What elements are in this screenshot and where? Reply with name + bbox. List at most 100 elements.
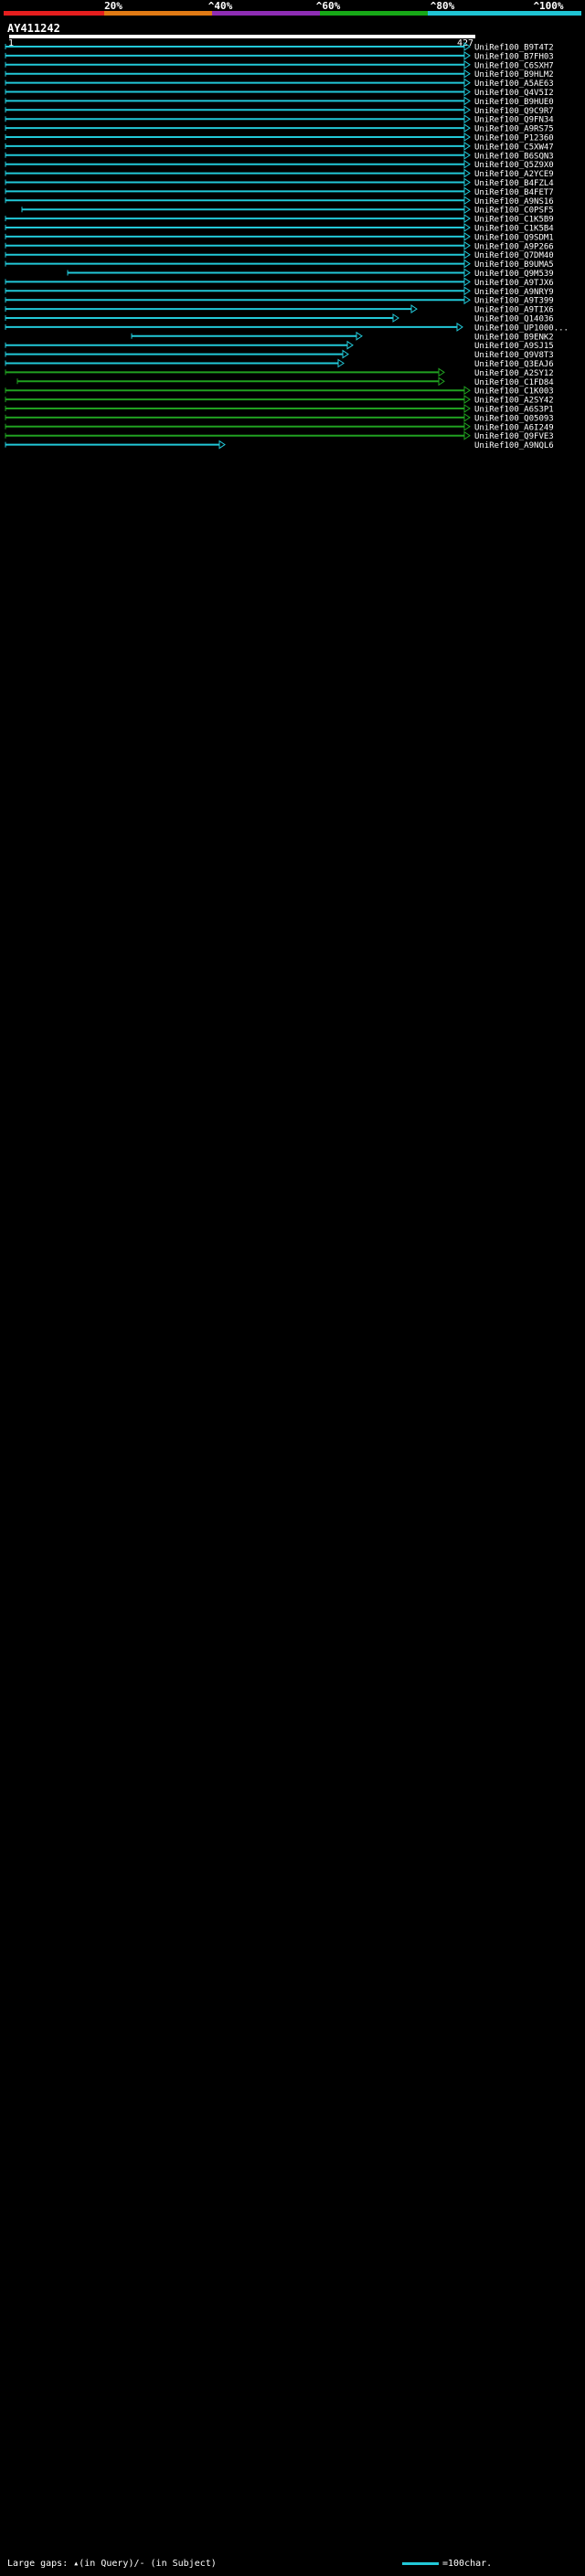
hit-id-link[interactable]: UniRef100_UP1000... (474, 323, 569, 333)
hit-id-link[interactable]: UniRef100_B9ENK2 (474, 333, 554, 342)
hit-row[interactable]: UniRef100_C6SXH7 (5, 59, 554, 71)
hit-arrow-icon (463, 395, 471, 405)
scale-segment-80 (320, 11, 428, 16)
hit-row[interactable]: UniRef100_B9HUE0 (5, 96, 554, 107)
hit-id-link[interactable]: UniRef100_A9T399 (474, 297, 554, 306)
hit-id-link[interactable]: UniRef100_A9NQL6 (474, 441, 554, 451)
hit-row[interactable]: UniRef100_B6SQN3 (5, 150, 554, 162)
hit-id-link[interactable]: UniRef100_Q3EAJ6 (474, 360, 554, 369)
legend-scale-bar (402, 2561, 439, 2565)
hit-id-link[interactable]: UniRef100_A9NS16 (474, 197, 554, 207)
hit-row[interactable]: UniRef100_C1FD84 (16, 376, 554, 387)
hit-row[interactable]: UniRef100_A2YCE9 (5, 168, 554, 180)
hit-row[interactable]: UniRef100_A6S3P1 (5, 404, 554, 415)
hit-arrow-icon (463, 404, 471, 413)
hit-row[interactable]: UniRef100_Q7DM40 (5, 249, 554, 261)
hit-row[interactable]: UniRef100_Q9FN34 (5, 114, 554, 125)
hit-id-link[interactable]: UniRef100_Q9M539 (474, 270, 554, 279)
hit-id-link[interactable]: UniRef100_B4FET7 (474, 188, 554, 197)
hit-id-link[interactable]: UniRef100_A9NRY9 (474, 288, 554, 297)
hit-id-link[interactable]: UniRef100_A6I249 (474, 423, 554, 432)
hit-row[interactable]: UniRef100_Q3EAJ6 (5, 358, 554, 370)
hit-id-link[interactable]: UniRef100_A9RS75 (474, 125, 554, 134)
hit-row[interactable]: UniRef100_Q9FVE3 (5, 430, 554, 442)
hit-row[interactable]: UniRef100_UP1000... (5, 322, 569, 334)
hit-id-link[interactable]: UniRef100_A5AE63 (474, 80, 554, 89)
hit-id-link[interactable]: UniRef100_C1K5B4 (474, 225, 554, 234)
scale-label-40: ^40% (207, 0, 233, 12)
hit-row[interactable]: UniRef100_B9HLM2 (5, 69, 554, 80)
hit-id-link[interactable]: UniRef100_C1FD84 (474, 378, 554, 387)
hit-row[interactable]: UniRef100_C1K5B4 (5, 223, 554, 234)
hit-id-link[interactable]: UniRef100_Q9C9R7 (474, 107, 554, 116)
hit-id-link[interactable]: UniRef100_Q9FVE3 (474, 432, 554, 441)
hit-id-link[interactable]: UniRef100_C6SXH7 (474, 61, 554, 70)
hit-row[interactable]: UniRef100_P12360 (5, 133, 554, 143)
hit-row[interactable]: UniRef100_C1K003 (5, 386, 554, 397)
hit-row[interactable]: UniRef100_A9TIX6 (5, 304, 554, 315)
hit-id-link[interactable]: UniRef100_A2SY42 (474, 397, 554, 406)
hit-id-link[interactable]: UniRef100_C1K003 (474, 387, 554, 397)
hit-row[interactable]: UniRef100_B9ENK2 (131, 331, 554, 343)
hit-id-link[interactable]: UniRef100_Q14036 (474, 315, 554, 324)
hit-row[interactable]: UniRef100_B9UMA5 (5, 259, 554, 270)
hit-row[interactable]: UniRef100_A6I249 (5, 421, 554, 433)
hit-id-link[interactable]: UniRef100_Q7DM40 (474, 251, 554, 260)
hit-id-link[interactable]: UniRef100_A2SY12 (474, 369, 554, 378)
hit-id-link[interactable]: UniRef100_Q9SDM1 (474, 233, 554, 242)
hit-row[interactable]: UniRef100_C5XW47 (5, 141, 554, 153)
hit-id-link[interactable]: UniRef100_B9UMA5 (474, 260, 554, 270)
hit-id-link[interactable]: UniRef100_Q9V8T3 (474, 351, 554, 360)
hit-arrow-icon (463, 240, 471, 250)
hit-row[interactable]: UniRef100_Q9M539 (67, 268, 554, 280)
hit-id-link[interactable]: UniRef100_A9P266 (474, 242, 554, 251)
hit-row[interactable]: UniRef100_A9TJX6 (5, 277, 554, 288)
hit-id-link[interactable]: UniRef100_C5XW47 (474, 143, 554, 152)
hit-id-link[interactable]: UniRef100_B7FH03 (474, 52, 554, 61)
hit-id-link[interactable]: UniRef100_C0PSF5 (474, 207, 554, 216)
hit-row[interactable]: UniRef100_C0PSF5 (21, 205, 554, 216)
hit-id-link[interactable]: UniRef100_B4FZL4 (474, 179, 554, 188)
hit-id-link[interactable]: UniRef100_Q9FN34 (474, 116, 554, 125)
hit-row[interactable]: UniRef100_C1K5B9 (5, 214, 554, 225)
hit-arrow-icon (463, 133, 471, 142)
hit-id-link[interactable]: UniRef100_Q05093 (474, 414, 554, 423)
hit-row[interactable]: UniRef100_B7FH03 (5, 50, 554, 62)
hit-row[interactable]: UniRef100_A5AE63 (5, 78, 554, 90)
hit-id-link[interactable]: UniRef100_B9T4T2 (474, 44, 554, 53)
hit-id-link[interactable]: UniRef100_Q5Z9X0 (474, 161, 554, 170)
hit-row[interactable]: UniRef100_A9RS75 (5, 123, 554, 134)
hit-row[interactable]: UniRef100_A9NS16 (5, 196, 554, 207)
hit-id-link[interactable]: UniRef100_B9HUE0 (474, 98, 554, 107)
hit-id-link[interactable]: UniRef100_A9TJX6 (474, 279, 554, 288)
hit-row[interactable]: UniRef100_Q4V5I2 (5, 87, 554, 99)
hit-id-link[interactable]: UniRef100_P12360 (474, 134, 554, 143)
hit-arrow-icon (438, 376, 445, 387)
scale-label-60: ^60% (315, 0, 341, 12)
hit-row[interactable]: UniRef100_A9SJ15 (5, 340, 554, 352)
hit-row[interactable]: UniRef100_A2SY42 (5, 395, 554, 406)
hit-row[interactable]: UniRef100_A9T399 (5, 295, 554, 306)
hit-id-link[interactable]: UniRef100_A2YCE9 (474, 170, 554, 179)
hit-row[interactable]: UniRef100_Q05093 (5, 412, 554, 424)
hit-id-link[interactable]: UniRef100_A6S3P1 (474, 406, 554, 415)
hit-id-link[interactable]: UniRef100_Q4V5I2 (474, 89, 554, 98)
hit-row[interactable]: UniRef100_A9NRY9 (5, 286, 554, 297)
hit-id-link[interactable]: UniRef100_A9TIX6 (474, 306, 554, 315)
hit-row[interactable]: UniRef100_Q5Z9X0 (5, 159, 554, 171)
hit-row[interactable]: UniRef100_Q9C9R7 (5, 105, 554, 116)
hit-row[interactable]: UniRef100_Q9V8T3 (5, 349, 554, 361)
hit-row[interactable]: UniRef100_A2SY12 (5, 367, 554, 378)
hit-id-link[interactable]: UniRef100_A9SJ15 (474, 342, 554, 351)
hit-row[interactable]: UniRef100_Q14036 (5, 313, 554, 324)
hit-id-link[interactable]: UniRef100_B6SQN3 (474, 152, 554, 161)
hit-row[interactable]: UniRef100_A9NQL6 (5, 440, 554, 451)
hit-row[interactable]: UniRef100_B9T4T2 (5, 42, 554, 53)
hit-arrow-icon (463, 96, 471, 106)
hit-row[interactable]: UniRef100_B4FET7 (5, 186, 554, 197)
hit-id-link[interactable]: UniRef100_B9HLM2 (474, 70, 554, 80)
hit-row[interactable]: UniRef100_Q9SDM1 (5, 231, 554, 243)
hit-id-link[interactable]: UniRef100_C1K5B9 (474, 216, 554, 225)
hit-row[interactable]: UniRef100_A9P266 (5, 240, 554, 252)
hit-row[interactable]: UniRef100_B4FZL4 (5, 177, 554, 189)
